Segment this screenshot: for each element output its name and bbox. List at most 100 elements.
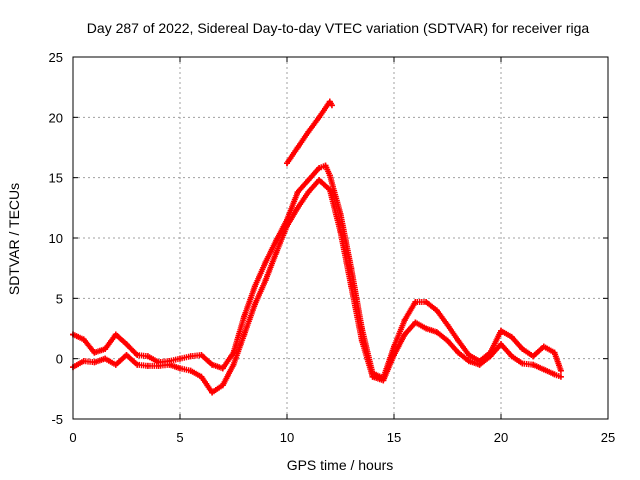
data-point: [326, 98, 333, 105]
ticks: 0 5 10 15 20 25 -5 0 5 10 15 20 25: [49, 50, 616, 445]
data-point: [326, 186, 333, 193]
data-point: [177, 365, 183, 372]
y-tick-label: 20: [49, 110, 63, 125]
series-upper-track: [70, 162, 564, 381]
data-point: [219, 365, 226, 372]
data-point: [91, 349, 98, 356]
data-point: [262, 259, 269, 266]
data-point: [230, 349, 237, 356]
x-tick-label: 15: [387, 430, 401, 445]
data-point: [401, 331, 408, 338]
data-point: [251, 283, 258, 290]
data-point: [444, 321, 451, 328]
data-point: [305, 189, 312, 196]
data-point: [112, 331, 119, 338]
data-point: [112, 361, 119, 368]
data-point: [144, 353, 151, 360]
data-point: [455, 337, 462, 344]
data-point: [433, 329, 440, 336]
data-point: [530, 361, 537, 368]
chart-title: Day 287 of 2022, Sidereal Day-to-day VTE…: [87, 20, 590, 36]
data-point: [551, 349, 558, 356]
data-point: [262, 277, 269, 284]
y-tick-label: 25: [49, 50, 63, 65]
y-axis-label: SDTVAR / TECUs: [6, 183, 22, 295]
data-point: [144, 362, 151, 369]
y-tick-label: 10: [49, 231, 63, 246]
series-layer: [70, 98, 564, 396]
data-point: [557, 373, 564, 380]
data-point: [134, 361, 141, 368]
data-point: [540, 343, 547, 350]
data-point: [412, 298, 419, 305]
y-tick-label: -5: [51, 412, 63, 427]
data-point: [284, 160, 290, 167]
data-point: [177, 355, 183, 362]
data-point: [519, 360, 526, 367]
data-point: [369, 373, 376, 380]
data-point: [498, 341, 504, 348]
data-point: [326, 172, 333, 179]
data-point: [401, 317, 408, 324]
data-point: [316, 114, 323, 121]
data-point: [241, 313, 248, 320]
data-point: [423, 298, 430, 305]
data-point: [294, 189, 301, 196]
data-point: [412, 319, 419, 326]
data-point: [294, 144, 301, 151]
data-point: [273, 249, 280, 256]
data-point: [455, 349, 462, 356]
data-point: [498, 327, 504, 334]
x-tick-label: 20: [494, 430, 508, 445]
data-point: [123, 352, 130, 359]
data-point: [102, 346, 109, 353]
data-point: [476, 361, 483, 368]
data-point: [322, 162, 329, 169]
data-point: [209, 389, 216, 396]
x-axis-label: GPS time / hours: [287, 457, 394, 473]
data-point: [187, 353, 194, 360]
data-point: [166, 361, 173, 368]
data-point: [294, 204, 301, 211]
data-point: [433, 307, 440, 314]
data-point: [91, 359, 98, 366]
series-markers: [70, 177, 562, 396]
data-point: [380, 377, 387, 384]
series-markers: [70, 162, 564, 381]
data-point: [230, 361, 237, 368]
x-tick-label: 25: [601, 430, 615, 445]
data-point: [123, 341, 130, 348]
data-point: [444, 337, 451, 344]
y-tick-label: 0: [56, 352, 63, 367]
data-point: [358, 337, 365, 344]
data-point: [337, 228, 344, 235]
data-point: [508, 333, 515, 340]
data-point: [508, 353, 515, 360]
data-point: [80, 336, 87, 343]
x-tick-label: 10: [280, 430, 294, 445]
data-point: [219, 382, 226, 389]
y-tick-label: 5: [56, 291, 63, 306]
data-point: [284, 222, 290, 229]
x-tick-label: 0: [69, 430, 76, 445]
data-point: [305, 177, 312, 184]
data-point: [305, 128, 312, 135]
y-tick-label: 15: [49, 171, 63, 186]
data-point: [251, 301, 258, 308]
data-point: [134, 352, 141, 359]
data-point: [391, 352, 397, 359]
data-point: [423, 325, 430, 332]
data-point: [80, 358, 87, 365]
data-point: [102, 355, 109, 362]
series-upper-peak-segment: [284, 98, 335, 167]
data-point: [198, 373, 205, 380]
x-tick-label: 5: [176, 430, 183, 445]
series-lower-track: [70, 177, 564, 396]
data-point: [519, 346, 526, 353]
data-point: [328, 102, 335, 109]
data-point: [465, 352, 472, 359]
data-point: [316, 177, 323, 184]
data-point: [557, 367, 564, 374]
data-point: [187, 367, 194, 374]
